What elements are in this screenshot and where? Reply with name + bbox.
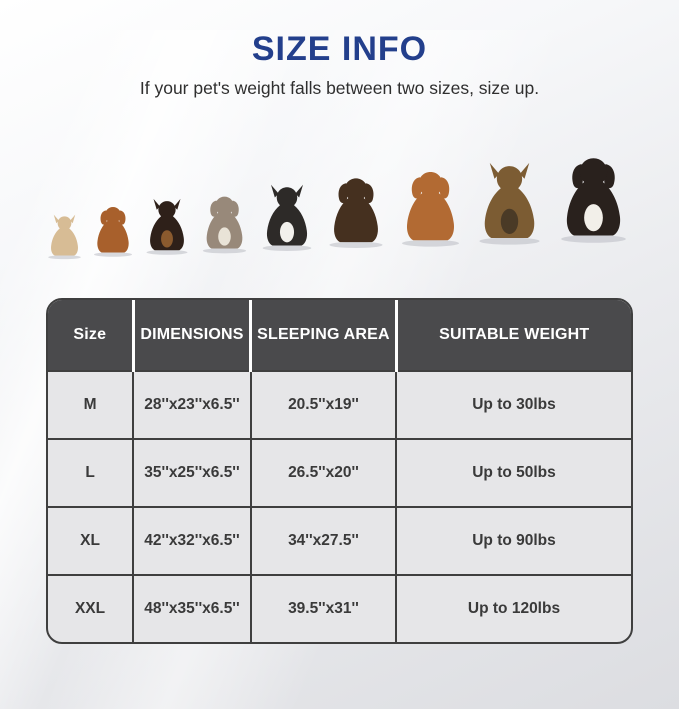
cell-dimensions: 28''x23''x6.5'' (132, 370, 251, 439)
dog-miniature-pinscher (146, 198, 188, 255)
col-header-dimensions: DIMENSIONS (131, 300, 251, 371)
col-header-sleeping-area: SLEEPING AREA (249, 300, 397, 371)
dog-german-shepherd (479, 162, 540, 245)
dog-border-collie (262, 184, 312, 251)
cell-sleeping-area: 39.5''x31'' (249, 574, 397, 642)
table-row-m: M 28''x23''x6.5'' 20.5''x19'' Up to 30lb… (48, 370, 631, 439)
cell-dimensions: 42''x32''x6.5'' (132, 506, 251, 575)
size-table-grid: Size DIMENSIONS SLEEPING AREA SUITABLE W… (48, 300, 631, 642)
size-table: Size DIMENSIONS SLEEPING AREA SUITABLE W… (46, 298, 633, 644)
dog-chocolate-labrador (329, 178, 383, 249)
col-header-size: Size (48, 300, 134, 371)
cell-size: M (48, 370, 134, 439)
cell-suitable-weight: Up to 120lbs (395, 574, 631, 642)
table-row-l: L 35''x25''x6.5'' 26.5''x20'' Up to 50lb… (48, 438, 631, 507)
cell-dimensions: 48''x35''x6.5'' (132, 574, 251, 642)
col-header-suitable-weight: SUITABLE WEIGHT (394, 300, 631, 371)
dog-cavalier-spaniel (94, 207, 132, 257)
dog-bernese-mountain-dog (561, 158, 626, 243)
cell-sleeping-area: 20.5''x19'' (249, 370, 397, 439)
cell-sleeping-area: 34''x27.5'' (249, 506, 397, 575)
cell-sleeping-area: 26.5''x20'' (249, 438, 397, 507)
cell-suitable-weight: Up to 50lbs (395, 438, 631, 507)
dog-vizsla (402, 172, 459, 247)
size-info-page: SIZE INFO If your pet's weight falls bet… (0, 30, 679, 644)
page-title: SIZE INFO (251, 30, 428, 68)
table-row-xl: XL 42''x32''x6.5'' 34''x27.5'' Up to 90l… (48, 506, 631, 575)
cell-dimensions: 35''x25''x6.5'' (132, 438, 251, 507)
table-header-row: Size DIMENSIONS SLEEPING AREA SUITABLE W… (48, 300, 631, 371)
dog-english-bulldog (202, 196, 247, 254)
page-subtitle: If your pet's weight falls between two s… (139, 78, 540, 98)
dogs-row (0, 114, 679, 276)
cell-suitable-weight: Up to 30lbs (395, 370, 631, 439)
cell-size: XXL (48, 574, 134, 642)
cell-size: L (48, 438, 134, 507)
dog-french-bulldog (48, 214, 81, 260)
table-row-xxl: XXL 48''x35''x6.5'' 39.5''x31'' Up to 12… (48, 574, 631, 642)
cell-size: XL (48, 506, 134, 575)
cell-suitable-weight: Up to 90lbs (395, 506, 631, 575)
